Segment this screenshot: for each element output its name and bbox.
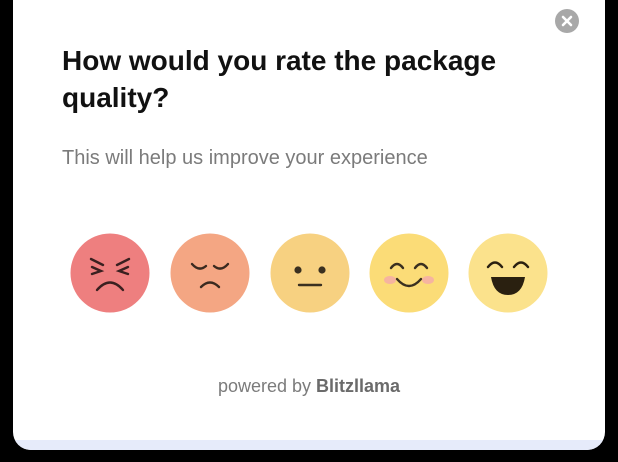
brand-name: Blitzllama — [316, 376, 401, 396]
close-icon — [561, 15, 573, 27]
rating-angry[interactable] — [70, 233, 150, 313]
survey-card: How would you rate the package quality? … — [13, 0, 605, 450]
powered-by: powered by Blitzllama — [13, 376, 605, 397]
bottom-strip — [13, 440, 605, 450]
subtitle: This will help us improve your experienc… — [62, 147, 428, 169]
title: How would you rate the package quality? — [62, 45, 497, 113]
rating-faces — [70, 233, 548, 313]
rating-very-happy[interactable] — [468, 233, 548, 313]
rating-sad[interactable] — [170, 233, 250, 313]
close-button[interactable] — [555, 9, 579, 33]
powered-by-prefix: powered by — [217, 376, 311, 396]
rating-neutral[interactable] — [270, 233, 350, 313]
rating-happy[interactable] — [369, 233, 449, 313]
